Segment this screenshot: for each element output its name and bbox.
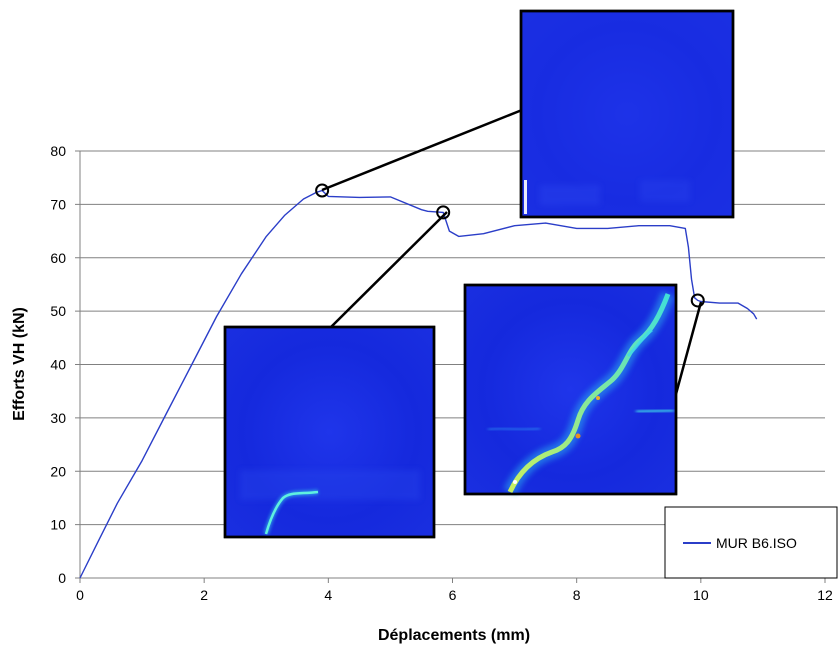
y-tick-label: 70: [50, 196, 66, 212]
marker-circle-2: [690, 293, 705, 308]
y-tick-label: 0: [58, 570, 66, 586]
x-axis-title: Déplacements (mm): [378, 627, 530, 644]
callout-leaders: [321, 108, 703, 395]
y-tick-label: 60: [50, 250, 66, 266]
x-tick-labels: 0 2 4 6 8 10 12: [76, 578, 833, 603]
inset-left: [223, 325, 436, 539]
leader-top: [321, 108, 523, 192]
marker-circle-0: [315, 183, 330, 198]
y-tick-label: 40: [50, 357, 66, 373]
grid: [80, 150, 825, 526]
inset-top: [519, 9, 735, 219]
series-layer: [79, 189, 758, 579]
marker-circle-1: [436, 205, 451, 220]
x-tick-label: 6: [449, 587, 457, 603]
series-line-0: [79, 189, 758, 579]
x-tick-label: 4: [324, 587, 332, 603]
y-tick-labels: 0 10 20 30 40 50 60 70 80: [50, 143, 80, 586]
x-tick-label: 0: [76, 587, 84, 603]
legend-label: MUR B6.ISO: [716, 535, 797, 551]
y-tick-label: 30: [50, 410, 66, 426]
x-tick-label: 8: [573, 587, 581, 603]
x-tick-label: 10: [693, 587, 709, 603]
leader-right: [674, 301, 703, 395]
y-tick-label: 50: [50, 303, 66, 319]
y-tick-label: 80: [50, 143, 66, 159]
legend: MUR B6.ISO: [664, 506, 838, 579]
x-tick-label: 12: [817, 587, 833, 603]
markers: [315, 183, 705, 308]
x-tick-label: 2: [200, 587, 208, 603]
inset-right: [463, 283, 678, 496]
y-axis-title: Efforts VH (kN): [11, 307, 28, 421]
y-tick-label: 10: [50, 517, 66, 533]
leader-left: [329, 211, 448, 329]
y-tick-label: 20: [50, 463, 66, 479]
